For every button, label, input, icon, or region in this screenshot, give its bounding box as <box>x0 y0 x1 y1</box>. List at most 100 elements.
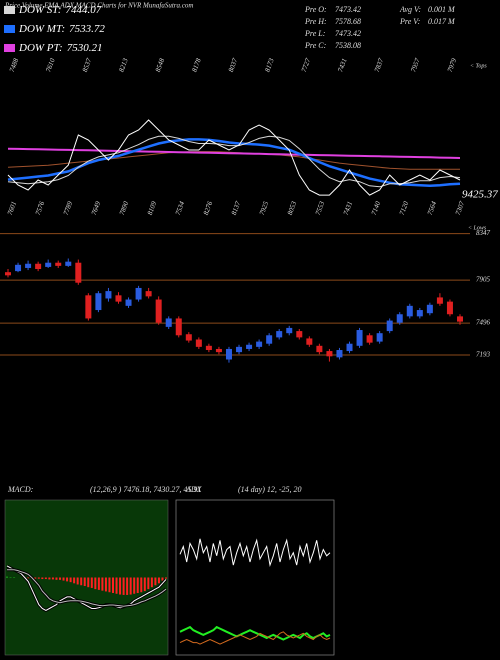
level-label: 7905 <box>476 276 491 284</box>
high-label: 8173 <box>263 57 275 73</box>
legend-value: 7530.21 <box>67 42 103 54</box>
histogram-bar <box>48 577 51 580</box>
stat-label: Pre C: <box>304 41 327 50</box>
candle-body <box>45 262 52 267</box>
candle-body <box>105 291 112 299</box>
candle-body <box>286 327 293 334</box>
histogram-bar <box>154 577 157 586</box>
line <box>7 135 461 188</box>
legend-name: DOW PT: <box>18 42 63 54</box>
line <box>179 631 331 645</box>
histogram-bar <box>126 577 129 595</box>
low-label: 7890 <box>118 200 130 216</box>
histogram-bar <box>165 577 167 579</box>
histogram-bar <box>143 577 146 592</box>
low-label: 7120 <box>398 200 410 216</box>
candle-body <box>195 339 202 347</box>
histogram-bar <box>69 577 72 583</box>
candle-body <box>386 320 393 332</box>
histogram-bar <box>6 576 8 578</box>
legend-value: 7444.07 <box>65 4 101 16</box>
candle-body <box>396 314 403 323</box>
high-label: 8213 <box>117 57 129 73</box>
low-label: 7564 <box>426 200 438 216</box>
candle-body <box>145 291 152 297</box>
candle-body <box>336 350 343 358</box>
high-label: 8037 <box>227 57 239 73</box>
legend-entry: DOW ST: 7444.07 <box>18 4 102 16</box>
histogram-bar <box>133 577 136 594</box>
stat-value: 7473.42 <box>335 29 361 38</box>
candle-body <box>155 299 162 323</box>
line <box>6 565 167 611</box>
histogram-bar <box>34 577 37 579</box>
high-label: 7431 <box>336 57 348 73</box>
legend-entry: DOW PT: 7530.21 <box>18 42 102 54</box>
histogram-bar <box>101 577 104 591</box>
candle-body <box>457 316 463 322</box>
low-label: 8137 <box>230 200 242 216</box>
histogram-bar <box>90 577 93 588</box>
panel-label: ADX <box>185 485 203 494</box>
tops-label: < Tops <box>470 63 487 69</box>
low-label: 7649 <box>90 200 102 216</box>
high-label: 7957 <box>409 57 421 73</box>
histogram-bar <box>51 577 54 580</box>
candle-body <box>165 318 172 327</box>
volume-label: Avg V: <box>399 5 421 14</box>
legend-value: 7533.72 <box>69 23 105 35</box>
volume-value: 0.017 M <box>428 17 456 26</box>
line <box>179 538 331 568</box>
stat-value: 7473.42 <box>335 5 361 14</box>
legend-name: DOW ST: <box>18 4 61 16</box>
candle-body <box>436 297 443 304</box>
panel-params: (12,26,9 ) 7476.18, 7430.27, 45.91 <box>90 485 201 494</box>
histogram-bar <box>150 577 153 588</box>
histogram-bar <box>147 577 150 590</box>
candle-body <box>446 301 453 315</box>
candle-body <box>276 331 283 338</box>
high-label: 7727 <box>300 57 312 73</box>
low-label: 7140 <box>370 200 382 216</box>
low-label: 8053 <box>286 200 298 216</box>
stat-value: 7538.08 <box>335 41 361 50</box>
candle-body <box>5 272 11 276</box>
high-label: 8537 <box>81 57 93 73</box>
stat-label: Pre H: <box>304 17 327 26</box>
candle-body <box>135 287 142 300</box>
volume-value: 0.001 M <box>428 5 456 14</box>
volume-label: Pre V: <box>399 17 421 26</box>
histogram-bar <box>94 577 97 590</box>
histogram-bar <box>115 577 118 594</box>
candle-body <box>346 343 353 352</box>
candle-body <box>225 348 232 360</box>
histogram-bar <box>104 577 107 592</box>
candle-body <box>426 304 433 314</box>
candle-body <box>296 331 303 338</box>
histogram-bar <box>73 577 76 584</box>
legend-entry: DOW MT: 7533.72 <box>18 23 105 35</box>
low-label: 7534 <box>174 200 186 216</box>
high-label: 7488 <box>8 57 20 73</box>
legend-swatch <box>4 25 15 33</box>
candle-body <box>316 345 323 353</box>
candle-body <box>115 295 122 302</box>
line <box>179 625 331 641</box>
histogram-bar <box>55 577 58 580</box>
panel-params: (14 day) 12, -25, 20 <box>238 485 302 494</box>
candle-body <box>236 346 243 353</box>
candle-body <box>326 351 333 357</box>
histogram-bar <box>27 577 30 579</box>
level-label: 7193 <box>476 351 491 359</box>
panel-label: MACD: <box>7 485 34 494</box>
candle-body <box>256 341 263 347</box>
low-label: 8109 <box>146 200 158 216</box>
low-label: 7576 <box>34 200 46 216</box>
candle-body <box>125 299 132 306</box>
candle-body <box>75 262 82 283</box>
candle-body <box>95 293 102 311</box>
stat-label: Pre O: <box>304 5 327 14</box>
line <box>7 119 461 196</box>
candle-body <box>25 263 32 268</box>
